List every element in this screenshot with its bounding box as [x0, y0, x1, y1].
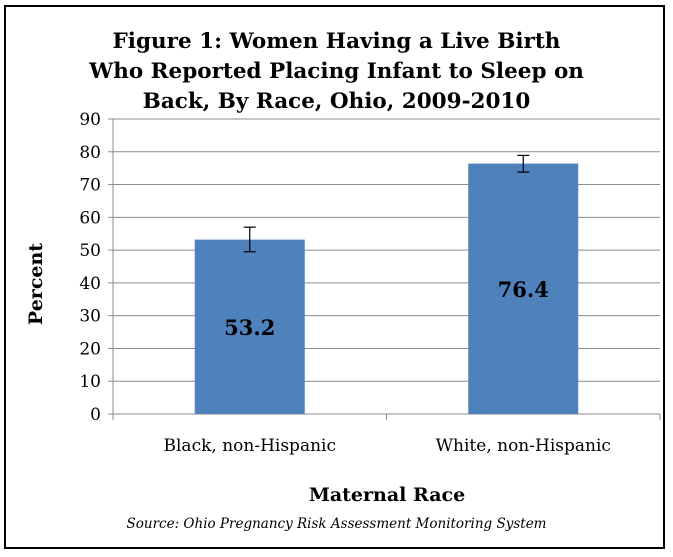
bar-value-label: 76.4: [498, 277, 549, 302]
y-axis-label: Percent: [25, 243, 47, 325]
error-bars: [243, 154, 530, 253]
chart-title-line-3: Back, By Race, Ohio, 2009-2010: [142, 89, 531, 114]
chart-title-line-2: Who Reported Placing Infant to Sleep on: [89, 59, 584, 84]
x-tick-label: Black, non-Hispanic: [164, 436, 336, 456]
y-tick-label: 10: [79, 372, 101, 392]
chart-title-line-1: Figure 1: Women Having a Live Birth: [112, 29, 561, 54]
y-tick-label: 0: [90, 405, 101, 425]
y-tick-label: 40: [79, 274, 101, 294]
source-note: Source: Ohio Pregnancy Risk Assessment M…: [126, 516, 547, 532]
y-tick-label: 90: [79, 110, 101, 130]
x-axis-label: Maternal Race: [309, 484, 465, 506]
y-tick-label: 60: [79, 208, 101, 228]
y-tick-label: 30: [79, 307, 101, 327]
x-tick-label: White, non-Hispanic: [436, 436, 611, 456]
y-tick-label: 80: [79, 143, 101, 163]
x-axis: Black, non-Hispanic White, non-Hispanic: [112, 413, 661, 456]
y-tick-label: 20: [79, 339, 101, 359]
bar-value-label: 53.2: [224, 315, 275, 340]
chart-title: Figure 1: Women Having a Live Birth Who …: [0, 27, 673, 117]
bar: [194, 239, 305, 414]
y-tick-label: 70: [79, 176, 101, 196]
bar: [468, 163, 579, 414]
bars: [194, 163, 579, 414]
y-axis: 0 10 20 30 40 50 60 70 80 90: [79, 110, 114, 425]
data-labels: 53.2 76.4: [224, 277, 549, 340]
y-tick-label: 50: [79, 241, 101, 261]
